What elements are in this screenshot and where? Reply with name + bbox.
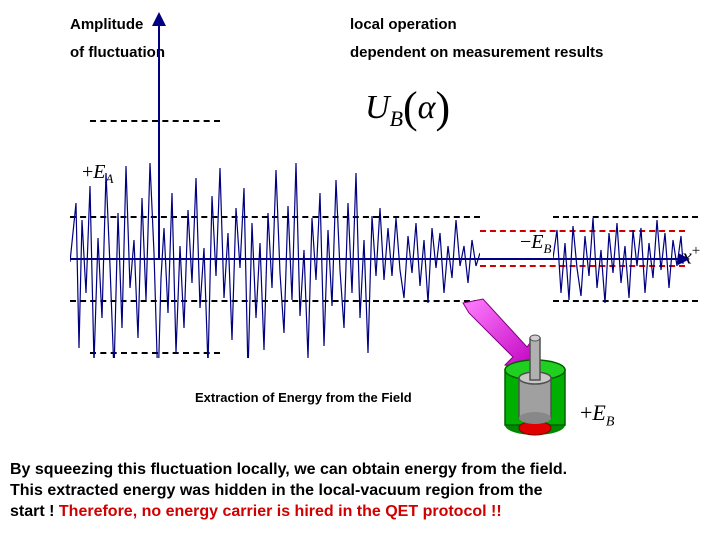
label-local-operation: local operation [350, 16, 457, 33]
fluctuation-left [70, 110, 480, 358]
label-of-fluctuation: of fluctuation [70, 44, 165, 61]
bottom-line-2: This extracted energy was hidden in the … [10, 481, 710, 502]
bottom-line-1: By squeezing this fluctuation locally, w… [10, 460, 710, 481]
formula-plus-eb: +EB [580, 400, 614, 430]
fluctuation-right [553, 195, 683, 305]
y-axis-arrow [152, 12, 166, 26]
label-extraction: Extraction of Energy from the Field [195, 390, 412, 405]
bottom-paragraph: By squeezing this fluctuation locally, w… [10, 460, 710, 522]
piston-icon [498, 330, 573, 440]
formula-minus-eb: −EB [520, 231, 551, 257]
bottom-line-3: start ! Therefore, no energy carrier is … [10, 502, 710, 523]
label-amplitude: Amplitude [70, 16, 143, 33]
label-dependent: dependent on measurement results [350, 44, 603, 61]
